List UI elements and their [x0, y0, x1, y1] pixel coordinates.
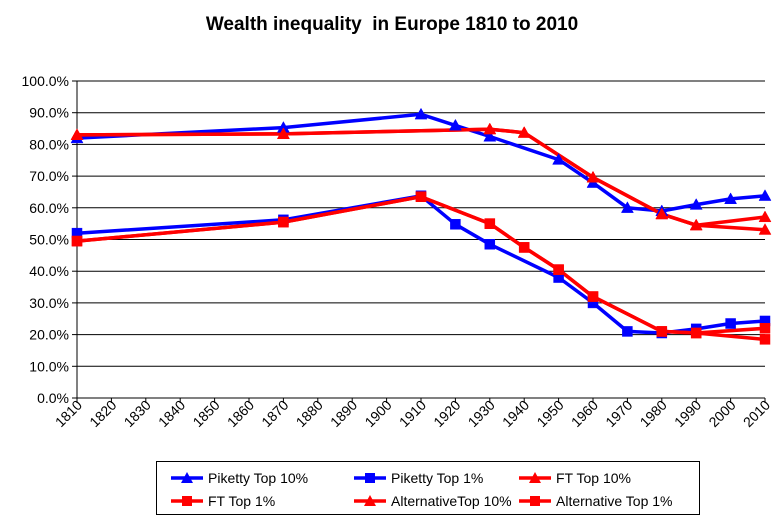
series-markers: [70, 107, 772, 345]
data-point-square: [71, 235, 83, 247]
data-point-square: [278, 216, 289, 228]
y-tick-label: 10.0%: [29, 358, 69, 374]
x-tick-label: 1880: [293, 397, 326, 430]
data-point-triangle: [483, 122, 497, 135]
data-point-triangle: [70, 128, 84, 140]
legend-swatch: [519, 472, 551, 483]
series-line-0: [75, 112, 767, 213]
legend-swatch: [171, 496, 203, 506]
y-tick-labels: 0.0% 10.0% 20.0% 30.0% 40.0% 50.0% 60.0% 70.0% 8…: [22, 73, 69, 406]
legend-swatch: [354, 495, 386, 506]
x-tick-label: 1890: [327, 397, 360, 430]
legend-item: Piketty Top 1%: [352, 469, 483, 487]
y-tick-label: 70.0%: [29, 168, 69, 184]
data-point-square: [759, 334, 771, 345]
data-point-triangle: [414, 107, 428, 120]
legend-label: AlternativeTop 10%: [391, 493, 512, 509]
legend-item: AlternativeTop 10%: [352, 492, 512, 510]
data-point-square: [484, 239, 496, 250]
data-point-square: [656, 326, 668, 337]
series-line-5: [75, 194, 767, 335]
legend-swatch-triangle: [364, 495, 376, 506]
data-point-triangle: [689, 198, 703, 210]
y-tick-label: 80.0%: [29, 136, 69, 152]
series-lines: [75, 112, 767, 342]
y-tick-label: 30.0%: [29, 295, 69, 311]
data-point-square: [518, 242, 530, 253]
legend-swatch-square: [365, 473, 375, 483]
x-tick-label: 1850: [189, 397, 222, 430]
legend-label: FT Top 10%: [556, 470, 631, 486]
data-point-triangle: [448, 118, 462, 131]
x-tick-label: 2010: [740, 397, 773, 430]
legend-item: FT Top 1%: [169, 492, 275, 510]
legend-item: FT Top 10%: [517, 469, 631, 487]
y-tick-label: 50.0%: [29, 232, 69, 248]
data-point-square: [484, 218, 496, 229]
gridlines: [77, 80, 765, 367]
data-point-square: [553, 264, 564, 275]
legend-swatch-square: [530, 496, 540, 506]
data-point-triangle: [758, 210, 772, 223]
x-tick-label: 1920: [430, 397, 463, 430]
legend-swatch: [171, 472, 203, 483]
x-tick-labels: 1810 1820 1830 1840 1850 1860 1870 1880 1890 1900…: [52, 397, 773, 430]
legend-label: Piketty Top 1%: [391, 470, 484, 486]
y-tick-label: 0.0%: [37, 390, 69, 406]
legend: Piketty Top 10% Piketty Top 1% FT Top 10% F…: [156, 461, 700, 515]
data-point-triangle: [552, 153, 566, 165]
data-point-triangle: [724, 192, 738, 204]
x-tick-label: 1970: [602, 397, 635, 430]
data-point-triangle: [689, 218, 703, 231]
y-tick-label: 100.0%: [22, 73, 69, 89]
legend-label: FT Top 1%: [208, 493, 276, 509]
data-point-square: [690, 327, 702, 339]
data-point-triangle: [655, 207, 669, 220]
x-tick-label: 1830: [121, 397, 154, 430]
data-point-triangle: [758, 189, 772, 201]
y-tick-label: 90.0%: [29, 105, 69, 121]
x-tick-label: 2000: [705, 397, 738, 430]
x-tick-label: 1960: [568, 397, 601, 430]
y-tick-label: 60.0%: [29, 200, 69, 216]
x-tick-label: 1910: [396, 397, 429, 430]
x-tick-label: 1930: [465, 397, 498, 430]
data-point-square: [759, 323, 771, 334]
data-point-square: [725, 318, 736, 329]
legend-item: Piketty Top 10%: [169, 469, 308, 487]
x-tick-label: 1980: [637, 397, 670, 430]
legend-label: Alternative Top 1%: [556, 493, 673, 509]
data-point-triangle: [517, 126, 531, 138]
data-point-triangle: [620, 201, 634, 213]
data-point-triangle: [586, 170, 600, 183]
x-tick-label: 1940: [499, 397, 532, 430]
data-point-triangle: [276, 127, 290, 139]
data-point-square: [450, 219, 461, 230]
data-point-square: [622, 326, 633, 337]
legend-item: Alternative Top 1%: [517, 492, 672, 510]
data-point-square: [415, 191, 427, 202]
x-tick-label: 1860: [224, 397, 257, 430]
x-tick-label: 1950: [533, 397, 566, 430]
legend-swatch-square: [182, 496, 192, 506]
y-tick-label: 40.0%: [29, 263, 69, 279]
x-tick-label: 1900: [361, 397, 394, 430]
x-tick-label: 1840: [155, 397, 188, 430]
x-tick-label: 1870: [258, 397, 291, 430]
y-tick-label: 20.0%: [29, 327, 69, 343]
x-tick-label: 1990: [671, 397, 704, 430]
legend-swatch: [354, 473, 386, 483]
legend-swatch-triangle: [181, 472, 193, 483]
legend-swatch-triangle: [529, 472, 541, 483]
chart-title: Wealth inequality in Europe 1810 to 2010: [205, 14, 579, 35]
data-point-triangle: [483, 129, 497, 142]
data-point-square: [587, 291, 599, 302]
data-point-triangle: [758, 223, 772, 235]
legend-label: Piketty Top 10%: [208, 470, 309, 486]
legend-swatch: [519, 496, 551, 506]
x-tick-label: 1820: [86, 397, 119, 430]
